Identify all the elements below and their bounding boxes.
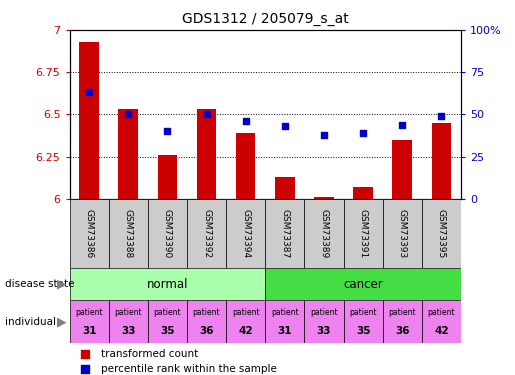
Point <box>81 351 89 357</box>
Bar <box>265 199 304 268</box>
Text: GSM73389: GSM73389 <box>319 209 329 258</box>
Text: GSM73395: GSM73395 <box>437 209 446 258</box>
Text: patient: patient <box>114 308 142 316</box>
Text: 31: 31 <box>82 326 96 336</box>
Title: GDS1312 / 205079_s_at: GDS1312 / 205079_s_at <box>182 12 349 26</box>
Bar <box>422 300 461 343</box>
Bar <box>275 177 295 199</box>
Text: patient: patient <box>349 308 377 316</box>
Point <box>163 128 171 134</box>
Bar <box>265 300 304 343</box>
Bar <box>79 42 99 199</box>
Bar <box>344 300 383 343</box>
Text: patient: patient <box>271 308 299 316</box>
Bar <box>432 123 451 199</box>
Text: percentile rank within the sample: percentile rank within the sample <box>101 364 277 374</box>
Bar <box>70 199 109 268</box>
Text: individual: individual <box>5 316 56 327</box>
Point <box>437 113 445 119</box>
Text: 35: 35 <box>356 326 370 336</box>
Text: cancer: cancer <box>343 278 383 291</box>
Bar <box>304 300 344 343</box>
Point <box>281 123 289 129</box>
Text: ▶: ▶ <box>57 315 66 328</box>
Point <box>124 111 132 117</box>
Bar <box>109 300 148 343</box>
Bar <box>158 155 177 199</box>
Bar <box>187 199 226 268</box>
Bar <box>353 187 373 199</box>
Text: patient: patient <box>193 308 220 316</box>
Text: patient: patient <box>427 308 455 316</box>
Text: patient: patient <box>153 308 181 316</box>
Text: 42: 42 <box>434 326 449 336</box>
Point <box>81 366 89 372</box>
Text: GSM73387: GSM73387 <box>280 209 289 258</box>
Bar <box>236 133 255 199</box>
Text: GSM73390: GSM73390 <box>163 209 172 258</box>
Text: patient: patient <box>310 308 338 316</box>
Text: disease state: disease state <box>5 279 75 289</box>
Point <box>85 90 93 96</box>
Text: GSM73393: GSM73393 <box>398 209 407 258</box>
Point <box>242 118 250 124</box>
Bar <box>422 199 461 268</box>
Point <box>320 132 328 138</box>
Bar <box>70 268 265 300</box>
Bar <box>187 300 226 343</box>
Text: 31: 31 <box>278 326 292 336</box>
Bar <box>392 140 412 199</box>
Text: transformed count: transformed count <box>101 349 198 359</box>
Bar <box>118 109 138 199</box>
Text: 36: 36 <box>199 326 214 336</box>
Text: GSM73388: GSM73388 <box>124 209 133 258</box>
Bar <box>148 199 187 268</box>
Text: GSM73386: GSM73386 <box>84 209 94 258</box>
Text: GSM73392: GSM73392 <box>202 209 211 258</box>
Text: patient: patient <box>388 308 416 316</box>
Text: normal: normal <box>147 278 188 291</box>
Text: patient: patient <box>75 308 103 316</box>
Text: ▶: ▶ <box>57 278 66 291</box>
Text: 35: 35 <box>160 326 175 336</box>
Text: 33: 33 <box>317 326 331 336</box>
Bar <box>197 109 216 199</box>
Bar <box>314 197 334 199</box>
Text: GSM73394: GSM73394 <box>241 209 250 258</box>
Bar <box>265 268 461 300</box>
Bar <box>304 199 344 268</box>
Text: 33: 33 <box>121 326 135 336</box>
Point <box>359 130 367 136</box>
Bar <box>148 300 187 343</box>
Text: patient: patient <box>232 308 260 316</box>
Bar <box>226 199 265 268</box>
Bar <box>70 300 109 343</box>
Point <box>398 122 406 128</box>
Point <box>202 111 211 117</box>
Bar <box>226 300 265 343</box>
Bar <box>383 300 422 343</box>
Text: 36: 36 <box>395 326 409 336</box>
Bar <box>109 199 148 268</box>
Bar <box>344 199 383 268</box>
Bar <box>383 199 422 268</box>
Text: 42: 42 <box>238 326 253 336</box>
Text: GSM73391: GSM73391 <box>358 209 368 258</box>
